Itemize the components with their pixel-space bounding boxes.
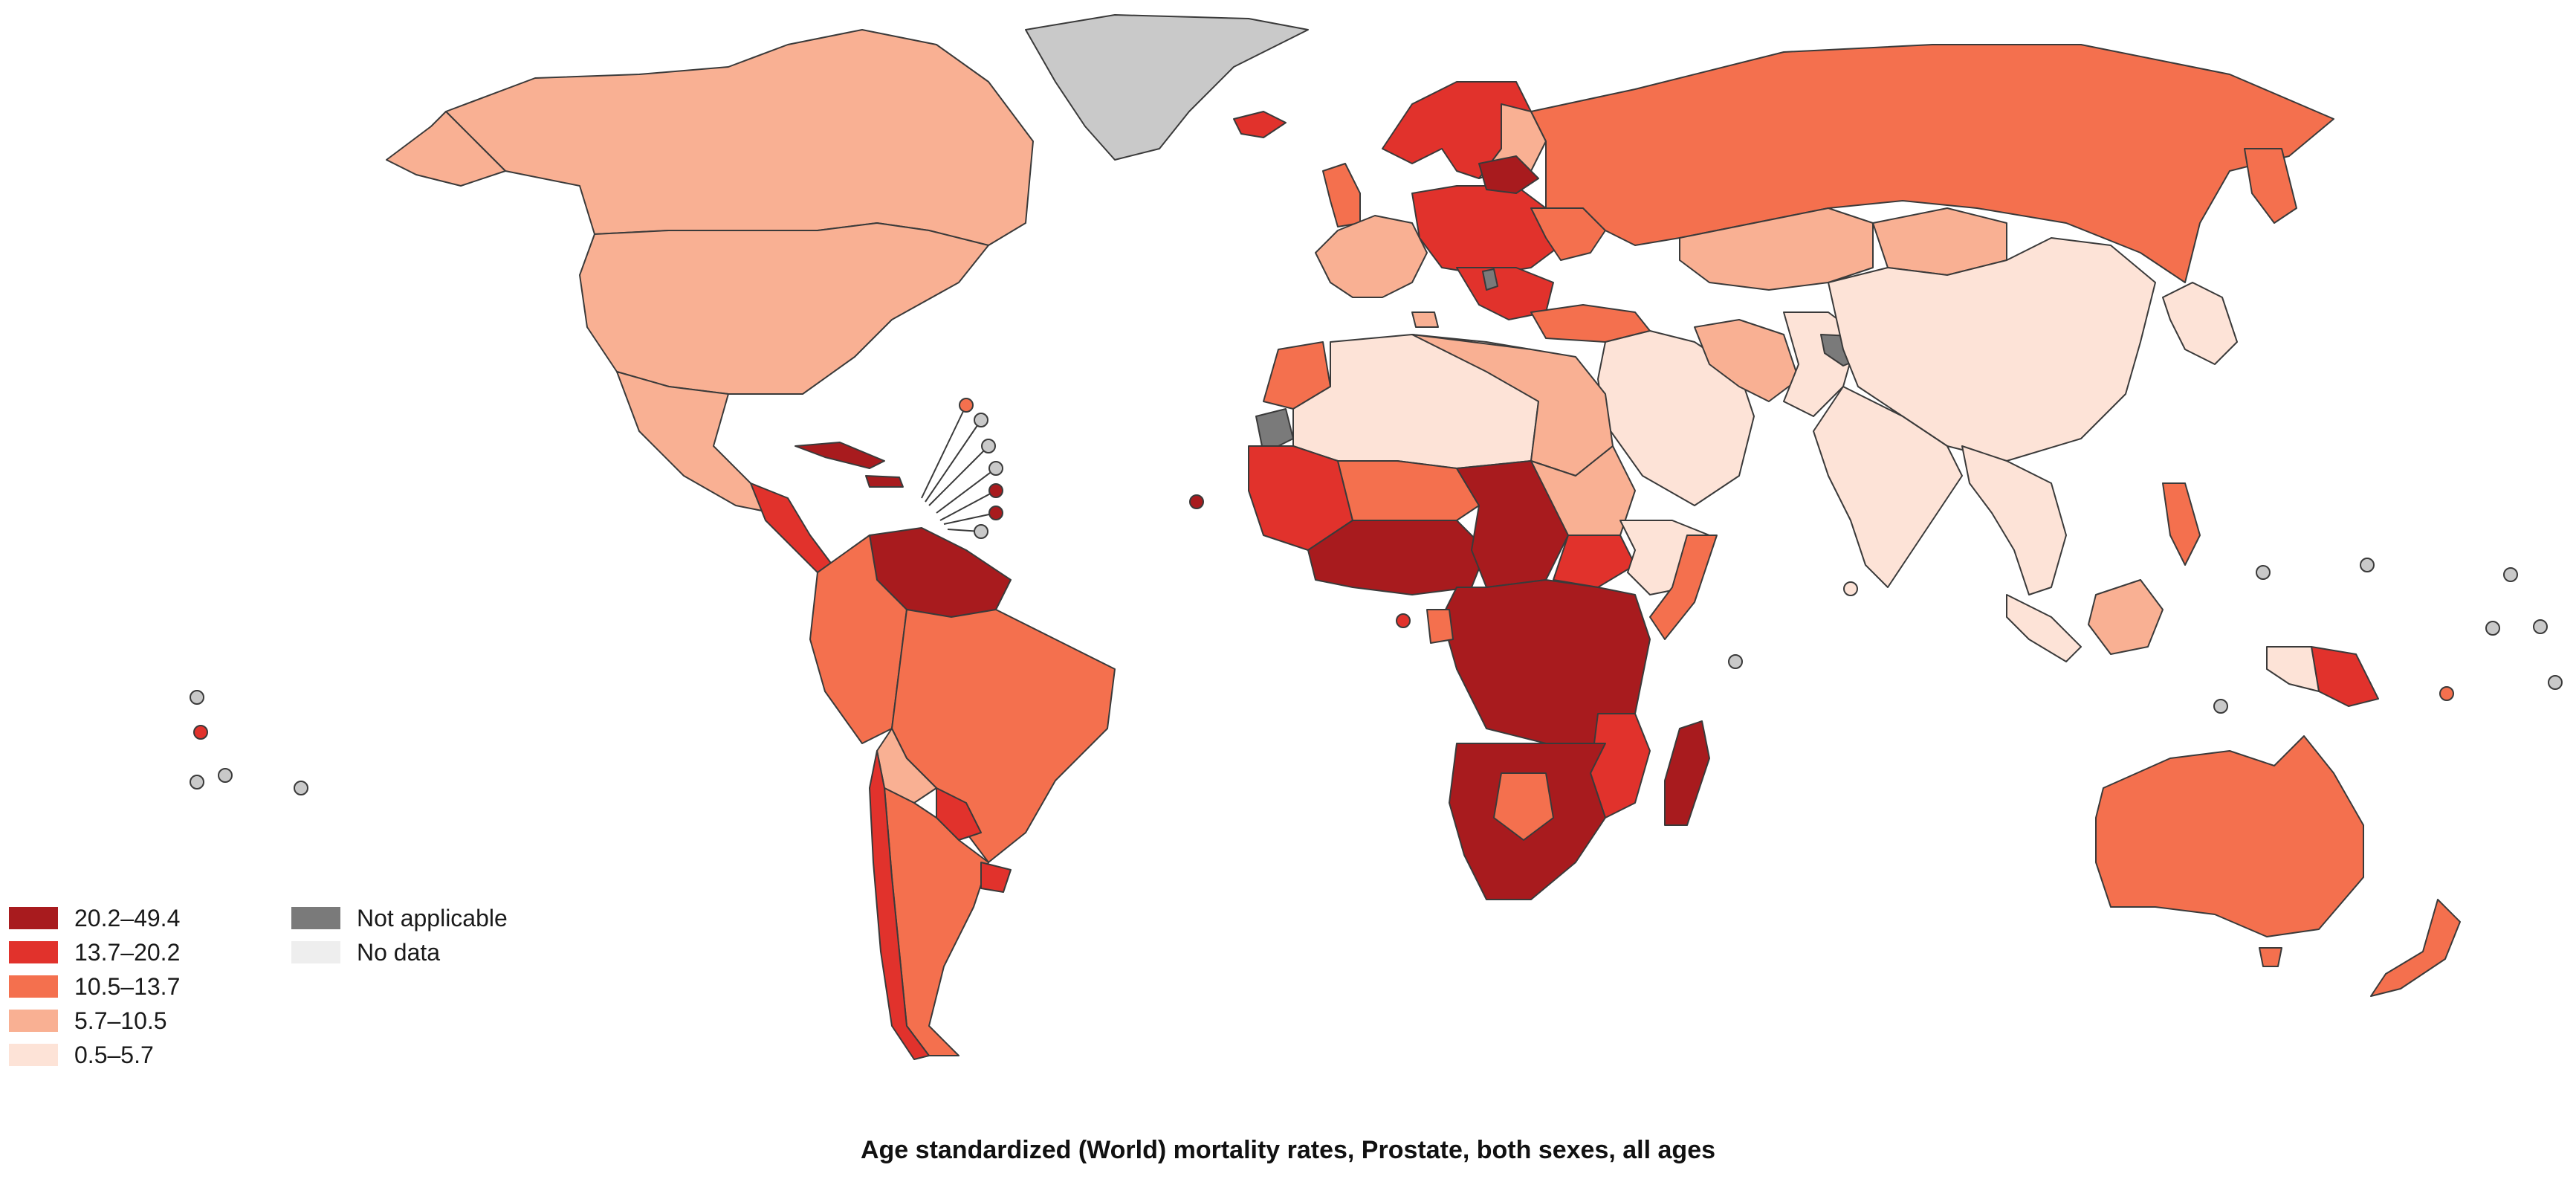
- legend-swatch: [9, 941, 58, 963]
- caribbean-island-callouts: [921, 398, 1003, 539]
- legend-special: Not applicable No data: [291, 901, 508, 969]
- legend-swatch: [9, 907, 58, 929]
- legend-item: 0.5–5.7: [9, 1038, 180, 1072]
- region-china: [1828, 237, 2156, 462]
- region-somalia: [1649, 535, 1718, 640]
- region-central-europe: [1411, 185, 1562, 276]
- region-gabon: [1426, 609, 1454, 644]
- legend-item: 10.5–13.7: [9, 969, 180, 1004]
- region-indonesia-west: [2006, 594, 2082, 662]
- region-madagascar: [1664, 720, 1710, 826]
- region-botswana: [1493, 772, 1554, 841]
- region-india: [1813, 386, 1963, 588]
- legend-classes: 20.2–49.4 13.7–20.2 10.5–13.7 5.7–10.5 0…: [9, 901, 180, 1072]
- legend-swatch: [291, 907, 340, 929]
- region-greenland: [1025, 14, 1309, 161]
- region-cuba: [795, 442, 885, 469]
- region-iran: [1694, 319, 1799, 402]
- region-canada: [445, 29, 1034, 246]
- region-new-guinea-east: [2311, 646, 2379, 707]
- map-title: Age standardized (World) mortality rates…: [860, 1136, 1716, 1164]
- legend-item: 5.7–10.5: [9, 1004, 180, 1038]
- region-western-europe: [1315, 215, 1428, 298]
- region-new-guinea-west: [2266, 646, 2320, 692]
- region-australia: [2095, 735, 2364, 937]
- region-iceland: [1233, 111, 1287, 138]
- legend-swatch: [9, 975, 58, 998]
- region-hispaniola: [865, 475, 904, 488]
- region-chile: [869, 750, 930, 1060]
- region-korea-japan: [2162, 282, 2238, 365]
- pacific-island-markers: [190, 494, 2563, 795]
- legend-item: 20.2–49.4: [9, 901, 180, 935]
- region-usa: [579, 222, 989, 395]
- legend-item: No data: [291, 935, 508, 969]
- region-central-america: [750, 482, 833, 573]
- region-kazakhstan: [1679, 207, 1874, 291]
- region-mali-niger: [1337, 460, 1480, 521]
- legend-label: Not applicable: [357, 904, 508, 931]
- legend-swatch: [291, 941, 340, 963]
- region-alaska: [386, 111, 506, 187]
- legend-swatch: [9, 1044, 58, 1066]
- legend-label: 0.5–5.7: [74, 1041, 154, 1068]
- legend-label: 10.5–13.7: [74, 972, 181, 1000]
- legend-label: 20.2–49.4: [74, 904, 181, 931]
- region-southeast-asia: [1961, 445, 2067, 595]
- region-uruguay: [980, 862, 1012, 893]
- legend-label: No data: [357, 938, 441, 966]
- legend-label: 13.7–20.2: [74, 938, 181, 966]
- legend-item: Not applicable: [291, 901, 508, 935]
- region-russia: [1530, 44, 2334, 283]
- region-baltics-belarus: [1478, 155, 1539, 194]
- legend-item: 13.7–20.2: [9, 935, 180, 969]
- region-west-africa: [1307, 520, 1487, 595]
- region-tasmania: [2259, 947, 2282, 967]
- legend-label: 5.7–10.5: [74, 1007, 167, 1034]
- legend-swatch: [9, 1010, 58, 1032]
- region-uk-ireland: [1322, 163, 1361, 227]
- region-south-sudan: [1553, 535, 1636, 588]
- region-new-zealand: [2370, 899, 2461, 997]
- region-kamchatka: [2244, 148, 2297, 224]
- region-mediterranean-islands: [1411, 311, 1439, 328]
- region-serbia-kosovo: [1482, 268, 1498, 291]
- region-philippines: [2162, 482, 2201, 566]
- region-paraguay: [936, 787, 982, 841]
- region-borneo: [2088, 579, 2164, 655]
